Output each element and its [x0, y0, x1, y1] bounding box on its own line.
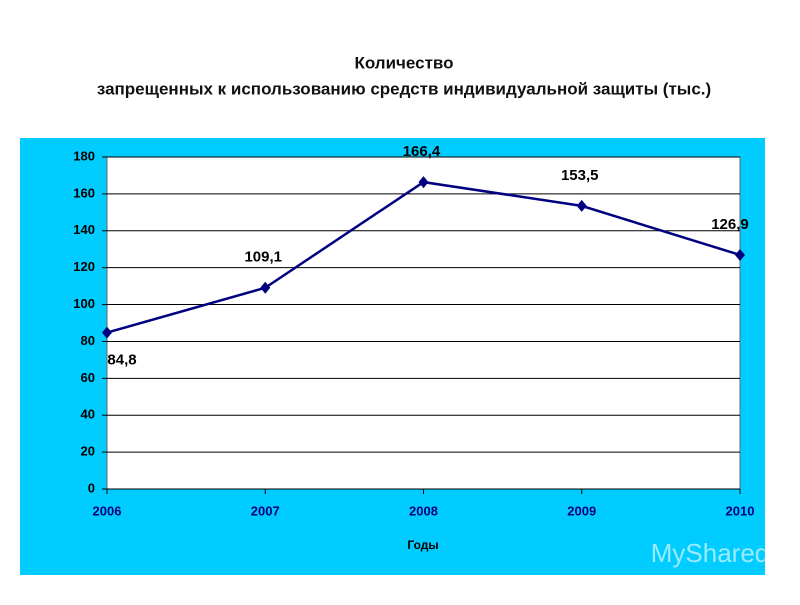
y-tick-label: 160: [73, 185, 95, 200]
x-tick-label: 2010: [726, 503, 755, 518]
x-tick-label: 2007: [251, 503, 280, 518]
y-tick-label: 60: [81, 370, 95, 385]
marker: [576, 199, 587, 212]
data-label: 126,9: [711, 216, 749, 233]
y-tick-label: 120: [73, 259, 95, 274]
y-tick-label: 180: [73, 148, 95, 163]
y-tick-label: 0: [88, 480, 95, 495]
y-tick-label: 140: [73, 222, 95, 237]
data-label: 153,5: [561, 167, 599, 184]
y-tick-label: 20: [81, 444, 95, 459]
x-tick-label: 2008: [409, 503, 438, 518]
x-tick-label: 2009: [567, 503, 596, 518]
chart-title: запрещенных к использованию средств инди…: [97, 79, 711, 98]
data-label: 109,1: [244, 249, 282, 266]
x-tick-label: 2006: [93, 503, 122, 518]
y-tick-label: 80: [81, 333, 95, 348]
x-axis-label: Годы: [407, 538, 438, 552]
chart-title: Количество: [354, 53, 453, 72]
data-label: 84,8: [107, 352, 136, 369]
y-tick-label: 100: [73, 296, 95, 311]
marker: [102, 326, 112, 339]
marker: [260, 281, 271, 294]
marker: [418, 176, 429, 189]
marker: [735, 248, 745, 261]
plot-area: [106, 156, 741, 490]
y-tick-label: 40: [81, 407, 95, 422]
data-label: 166,4: [403, 143, 441, 160]
watermark: MyShared: [651, 538, 770, 568]
